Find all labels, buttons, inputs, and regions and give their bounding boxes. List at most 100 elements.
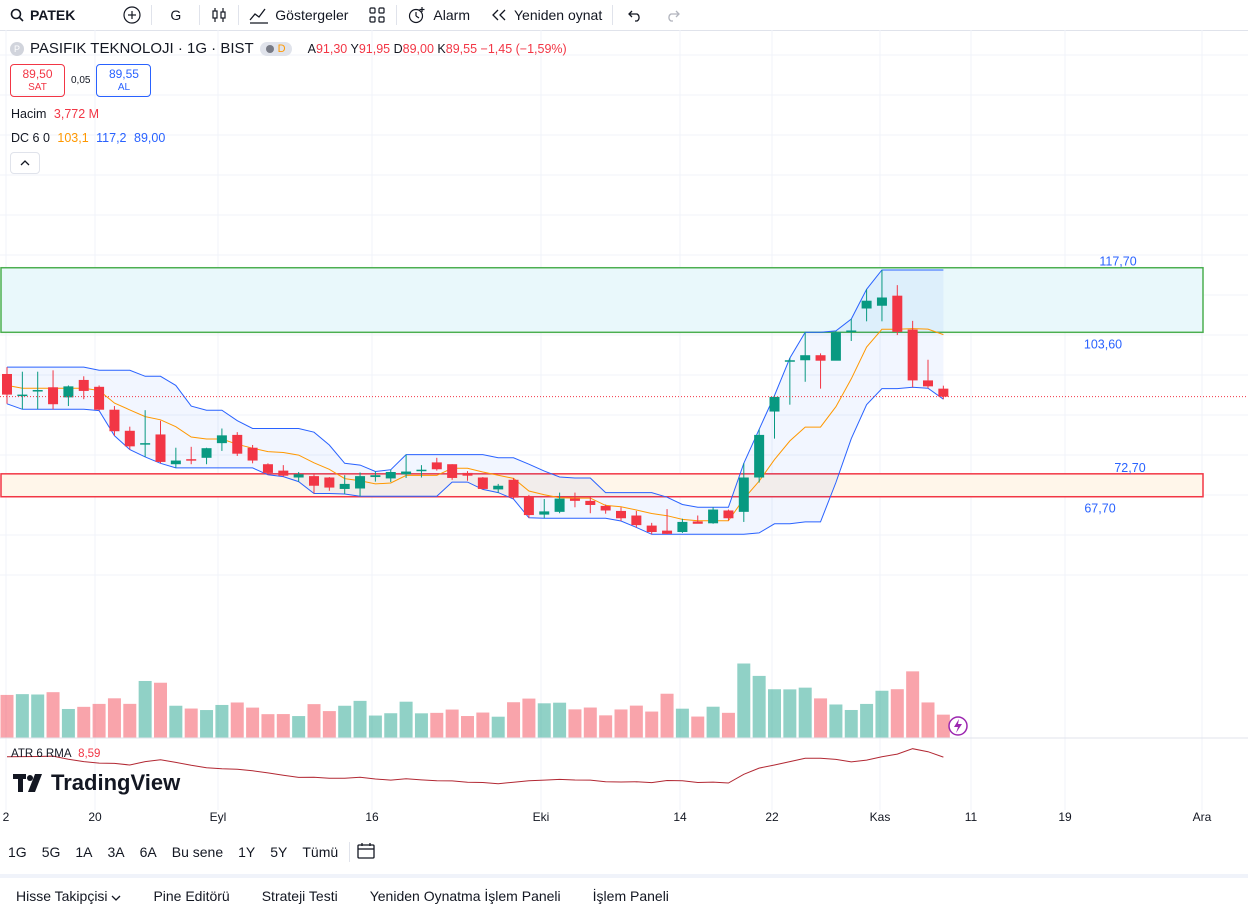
- sell-button[interactable]: 89,50 SAT: [10, 64, 65, 97]
- volume-bar: [537, 703, 551, 738]
- status-dot-icon: [265, 44, 274, 53]
- candle-body: [523, 496, 534, 516]
- templates-button[interactable]: [358, 0, 396, 30]
- candle-body: [370, 475, 381, 478]
- range-button-6[interactable]: 1Y: [238, 844, 256, 860]
- bottom-panel-tabs: Hisse Takipçisi Pine Editörü Strateji Tes…: [0, 874, 1248, 913]
- undo-icon: [627, 8, 643, 22]
- candle-body: [32, 390, 43, 392]
- volume-bar: [200, 710, 214, 738]
- candle-body: [646, 525, 657, 532]
- dc-legend[interactable]: DC 6 0 103,1 117,2 89,00: [11, 131, 165, 145]
- candle-body: [892, 295, 903, 332]
- candle-body: [815, 355, 826, 361]
- symbol-search[interactable]: PATEK: [0, 0, 85, 30]
- grid-icon: [368, 6, 386, 24]
- volume-bar: [15, 694, 29, 738]
- ohlc-high: 91,95: [358, 41, 391, 56]
- bottom-tab-3[interactable]: Yeniden Oynatma İşlem Paneli: [369, 887, 561, 904]
- range-button-8[interactable]: Tümü: [302, 844, 339, 860]
- range-button-0[interactable]: 1G: [8, 844, 27, 860]
- range-button-1[interactable]: 5G: [41, 844, 61, 860]
- volume-bar: [215, 704, 229, 738]
- dc-upper-line: [7, 269, 944, 508]
- x-tick-label: 14: [673, 810, 687, 824]
- candle-body: [94, 386, 105, 410]
- candle-body: [262, 464, 273, 473]
- redo-button[interactable]: [657, 0, 689, 30]
- candle-body: [738, 477, 749, 512]
- x-tick-label: 2: [3, 810, 10, 824]
- plus-circle-icon: [123, 6, 141, 24]
- bottom-tab-4[interactable]: İşlem Paneli: [592, 887, 669, 904]
- range-button-3[interactable]: 3A: [107, 844, 125, 860]
- volume-bar: [768, 689, 781, 738]
- candle-body: [585, 500, 596, 505]
- candle-body: [17, 394, 28, 397]
- candle-body: [800, 355, 811, 361]
- range-button-5[interactable]: Bu sene: [171, 844, 224, 860]
- x-tick-label: Ara: [1193, 810, 1212, 824]
- atr-legend[interactable]: ATR 6 RMA 8,59: [11, 748, 100, 760]
- candle-body: [355, 476, 366, 489]
- chart-area[interactable]: 117,70 103,60 72,70 67,70 2 20 Eyl 16 Eki 14 22 Kas…: [0, 30, 1248, 840]
- indicators-label: Göstergeler: [275, 7, 349, 23]
- volume-bar: [107, 698, 121, 738]
- divider: [238, 5, 240, 25]
- candle-body: [569, 498, 580, 501]
- zone-support: [0, 473, 1204, 498]
- range-button-2[interactable]: 1A: [75, 844, 93, 860]
- x-tick-label: 22: [765, 810, 779, 824]
- range-button-7[interactable]: 5Y: [270, 844, 288, 860]
- bottom-tab-1[interactable]: Pine Editörü: [153, 887, 230, 904]
- volume-bar: [583, 707, 597, 738]
- volume-bar: [368, 715, 382, 738]
- buy-button[interactable]: 89,55 AL: [96, 64, 152, 97]
- volume-bar: [399, 701, 413, 738]
- market-status-badge[interactable]: D: [259, 41, 292, 56]
- candle-body: [140, 443, 151, 445]
- ohlc-change: −1,45 (−1,59%): [480, 41, 567, 56]
- volume-bar: [629, 705, 643, 738]
- chart-type-button[interactable]: [200, 0, 238, 30]
- volume-bar: [246, 707, 260, 738]
- divider: [612, 5, 614, 25]
- sell-label: SAT: [28, 81, 47, 93]
- candle-body: [155, 434, 166, 462]
- candle-body: [554, 498, 565, 512]
- sell-price: 89,50: [22, 66, 53, 81]
- candle-body: [631, 515, 642, 526]
- chart-canvas[interactable]: 117,70 103,60 72,70 67,70 2 20 Eyl 16 Eki 14 22 Kas…: [0, 30, 1248, 840]
- ohlc-open-label: A: [307, 41, 316, 56]
- alarm-button[interactable]: Alarm: [397, 0, 480, 30]
- undo-button[interactable]: [613, 0, 657, 30]
- candle-body: [324, 477, 335, 488]
- alarm-clock-icon: [407, 6, 427, 24]
- candle-body: [677, 521, 688, 532]
- volume-bar: [783, 689, 797, 738]
- candle-body: [232, 434, 243, 454]
- atr-line: [6, 748, 944, 785]
- bottom-tab-2[interactable]: Strateji Testi: [261, 887, 338, 904]
- volume-bar: [154, 682, 167, 738]
- bottom-tab-0[interactable]: Hisse Takipçisi: [0, 888, 137, 904]
- collapse-legend-button[interactable]: [10, 152, 40, 174]
- indicators-button[interactable]: Göstergeler: [239, 0, 358, 30]
- ohlc-close-label: K: [437, 41, 446, 56]
- replay-button[interactable]: Yeniden oynat: [480, 0, 612, 30]
- candle-body: [723, 510, 734, 519]
- volume-legend[interactable]: Hacim 3,772 M: [11, 107, 99, 121]
- x-tick-label: 19: [1058, 810, 1072, 824]
- compare-button[interactable]: [113, 0, 151, 30]
- interval-button[interactable]: G: [152, 0, 199, 30]
- range-toolbar: 1G 5G 1A 3A 6A Bu sene 1Y 5Y Tümü: [0, 836, 1248, 868]
- range-button-4[interactable]: 6A: [139, 844, 157, 860]
- volume-bar: [138, 680, 152, 738]
- candle-body: [186, 459, 197, 461]
- calendar-icon[interactable]: [356, 842, 376, 863]
- x-tick-label: 11: [965, 810, 978, 824]
- candle-body: [385, 472, 396, 479]
- volume-bar: [645, 711, 659, 738]
- volume-bar: [568, 709, 582, 738]
- rewind-icon: [490, 8, 508, 22]
